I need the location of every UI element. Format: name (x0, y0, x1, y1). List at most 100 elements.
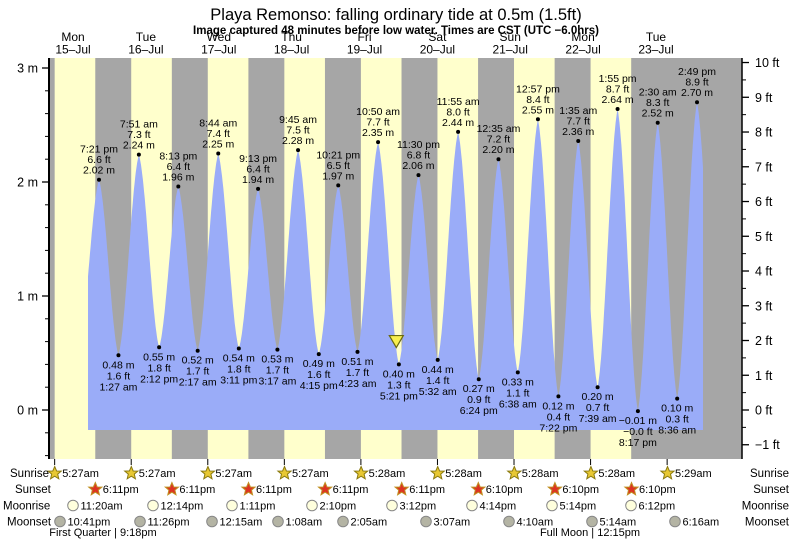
high-tide-label: 11:55 am (437, 96, 480, 108)
moonset-circle-icon (586, 515, 598, 528)
day-of-week-label: Sun (500, 30, 521, 44)
low-tide-label: 1.6 ft (307, 369, 330, 381)
left-axis-label: 1 m (17, 290, 38, 304)
moonset-time: 3:07am (434, 517, 471, 529)
high-tide-label: 7.5 ft (286, 125, 309, 137)
sunrise-star-icon (123, 465, 140, 480)
high-tide-label: 6.8 ft (407, 150, 430, 162)
moonset-circle-icon (134, 515, 146, 528)
day-of-week-label: Wed (207, 30, 231, 44)
moonrise-circle-icon (306, 499, 318, 512)
day-of-week-label: Tue (646, 30, 667, 44)
moonrise-time: 3:12pm (400, 501, 437, 513)
high-tide-label: 2.25 m (202, 139, 234, 151)
moonset-time: 5:14am (600, 517, 637, 529)
low-tide-label: 1.7 ft (186, 366, 209, 378)
sunrise-row-label-left: Sunrise (10, 468, 49, 480)
right-axis-label: 10 ft (755, 56, 780, 70)
moonset-time: 12:15am (220, 517, 263, 529)
high-tide-label: 6.4 ft (167, 161, 190, 173)
low-tide-label: 6:38 am (499, 398, 537, 410)
high-tide-label: 2:30 am (639, 87, 677, 99)
high-tide-label: 6.6 ft (87, 154, 110, 166)
sunset-star-icon (623, 481, 640, 496)
low-tide-label: 0.55 m (143, 351, 175, 363)
high-tide-label: 2.70 m (681, 87, 713, 99)
high-tide-point (496, 157, 501, 162)
high-tide-label: 7.7 ft (567, 115, 590, 127)
high-tide-label: 7.3 ft (127, 129, 150, 141)
right-axis-label: 1 ft (755, 369, 773, 383)
high-tide-label: 6.5 ft (327, 160, 350, 172)
sunset-star-icon (546, 481, 563, 496)
high-tide-label: 2:49 pm (678, 66, 716, 78)
high-tide-label: 7.7 ft (366, 117, 389, 129)
high-tide-point (176, 184, 181, 189)
high-tide-point (216, 151, 221, 156)
low-tide-label: 0.27 m (463, 383, 495, 395)
high-tide-label: 2.35 m (362, 127, 394, 139)
tide-curve-area (88, 103, 703, 430)
right-axis-label: 9 ft (755, 91, 773, 105)
low-tide-label: 0.9 ft (467, 394, 490, 406)
low-tide-label: 4:23 am (339, 378, 377, 390)
moonset-time: 11:26pm (148, 517, 190, 529)
low-tide-label: 8:17 pm (619, 437, 657, 449)
day-of-week-label: Fri (358, 30, 372, 44)
moonrise-time: 11:20am (81, 501, 123, 513)
low-tide-label: −0.01 m (619, 415, 657, 427)
high-tide-label: 7:51 am (120, 119, 158, 131)
high-tide-point (296, 148, 301, 153)
sunset-time: 6:10pm (562, 484, 599, 496)
day-date-label: 21–Jul (493, 43, 528, 57)
high-tide-label: 2.36 m (562, 126, 594, 138)
moonset-circle-icon (272, 515, 284, 528)
sunset-star-icon (470, 481, 487, 496)
high-tide-label: 2.64 m (602, 94, 634, 106)
high-tide-label: 2.20 m (482, 144, 514, 156)
low-tide-label: 2:12 pm (140, 373, 178, 385)
high-tide-label: 7.4 ft (207, 128, 230, 140)
low-tide-label: 7:22 pm (539, 422, 577, 434)
sunset-star-icon (87, 481, 104, 496)
sunset-star-icon (393, 481, 410, 496)
sunset-row-label-left: Sunset (15, 484, 52, 496)
day-of-week-label: Thu (281, 30, 302, 44)
moonrise-circle-icon (67, 499, 79, 512)
high-tide-label: 10:21 pm (316, 149, 360, 161)
axes: 3 m 2 m 1 m 0 m 10 ft 9 ft 8 ft 7 ft 6 ft 5 ft 4 f… (17, 56, 780, 465)
high-tide-point (376, 140, 381, 145)
high-tide-label: 8.4 ft (526, 94, 549, 106)
sunset-time: 6:11pm (333, 484, 369, 496)
low-tide-label: 0.10 m (661, 403, 693, 415)
moonrise-circle-icon (625, 499, 637, 512)
sunset-time: 6:11pm (256, 484, 292, 496)
low-tide-label: 0.7 ft (586, 402, 609, 414)
sunrise-star-icon (429, 465, 446, 480)
moonrise-time: 5:14pm (560, 501, 597, 513)
page-title: Playa Remonso: falling ordinary tide at … (210, 6, 581, 24)
low-tide-point (195, 348, 200, 353)
moonrise-time: 6:12pm (639, 501, 676, 513)
high-tide-label: 2.55 m (522, 104, 554, 116)
right-axis-label: 5 ft (755, 230, 773, 244)
low-tide-label: 3:11 pm (220, 374, 257, 386)
sunrise-star-icon (46, 465, 63, 480)
high-tide-label: 7:21 pm (80, 144, 118, 156)
moonrise-time: 2:10pm (320, 501, 357, 513)
low-tide-point (635, 409, 640, 414)
low-tide-label: 5:21 pm (380, 390, 418, 402)
right-axis-label: 2 ft (755, 334, 773, 348)
moonset-circle-icon (669, 515, 681, 528)
sunrise-row-label-right: Sunrise (750, 468, 789, 480)
day-date-label: 18–Jul (274, 43, 309, 57)
sunrise-time: 5:29am (675, 468, 712, 480)
low-tide-point (556, 394, 561, 399)
moon-phase-first-quarter: First Quarter | 9:18pm (49, 527, 156, 539)
moonrise-time: 12:14pm (161, 501, 204, 513)
day-labels: Mon15–JulTue16–JulWed17–JulThu18–JulFri1… (55, 30, 673, 57)
sunrise-time: 5:27am (62, 468, 99, 480)
day-date-label: 17–Jul (201, 43, 236, 57)
day-date-label: 23–Jul (638, 43, 673, 57)
moonset-time: 4:10am (517, 517, 554, 529)
